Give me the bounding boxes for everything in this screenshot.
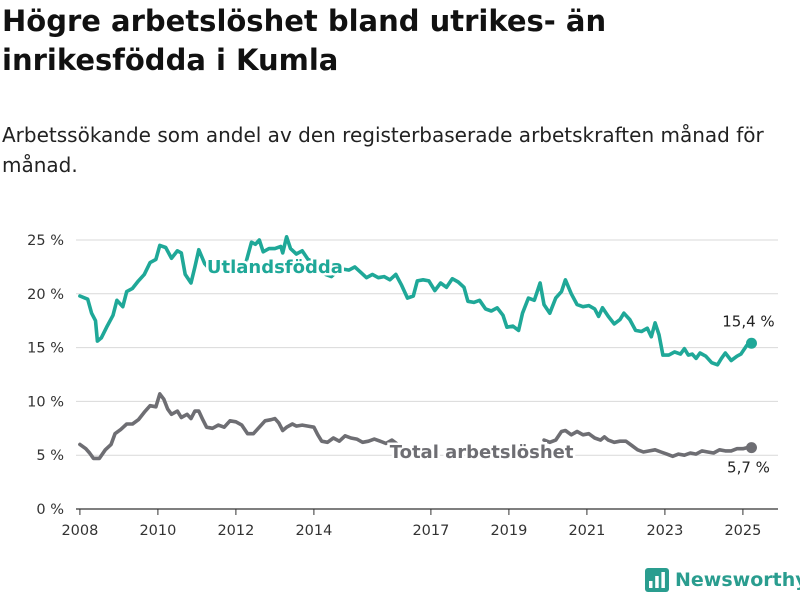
bar-chart-logo-icon <box>645 568 669 592</box>
series-line-utlandsf-dda <box>78 235 754 367</box>
end-label-utlandsfodda: 15,4 % <box>722 312 774 330</box>
series-labels: Utlandsfödda Total arbetslöshet 15,4 % 5,7 … <box>204 254 774 477</box>
x-tick-label: 2021 <box>568 523 605 539</box>
x-tick-label: 2017 <box>412 523 449 539</box>
series-label-total-arbetsloshet: Total arbetslöshet <box>390 442 574 463</box>
x-tick-label: 2019 <box>490 523 527 539</box>
y-tick-label: 15 % <box>27 341 64 357</box>
y-tick-label: 25 % <box>27 233 64 249</box>
y-tick-label: 5 % <box>36 448 64 464</box>
x-tick-label: 2023 <box>646 523 683 539</box>
end-label-total-arbetsloshet: 5,7 % <box>727 459 770 477</box>
grid-lines <box>76 239 778 510</box>
y-axis-ticks: 0 % 5 % 10 % 15 % 20 % 25 % <box>27 233 64 518</box>
series-line-total-arbetsl-shet <box>78 392 754 461</box>
y-tick-label: 10 % <box>27 394 64 410</box>
series-label-utlandsfodda: Utlandsfödda <box>207 257 343 278</box>
end-point-utlandsf-dda <box>745 337 757 349</box>
y-tick-label: 20 % <box>27 287 64 303</box>
chart-subtitle: Arbetssökande som andel av den registerb… <box>2 123 764 177</box>
x-tick-label: 2010 <box>139 523 176 539</box>
x-tick-label: 2012 <box>217 523 254 539</box>
chart-title: Högre arbetslöshet bland utrikes- än inr… <box>2 4 607 77</box>
brand-name: Newsworthy <box>675 569 800 591</box>
y-tick-label: 0 % <box>36 502 64 518</box>
x-tick-label: 2008 <box>61 523 98 539</box>
x-axis-ticks: 2008 2010 2012 2014 2017 2019 2021 2023 2025 <box>61 509 761 539</box>
end-point-total-arbetsl-shet <box>745 442 757 454</box>
x-tick-label: 2014 <box>295 523 332 539</box>
newsworthy-logo[interactable]: Newsworthy <box>645 568 800 592</box>
x-tick-label: 2025 <box>724 523 761 539</box>
series-lines <box>78 235 757 461</box>
